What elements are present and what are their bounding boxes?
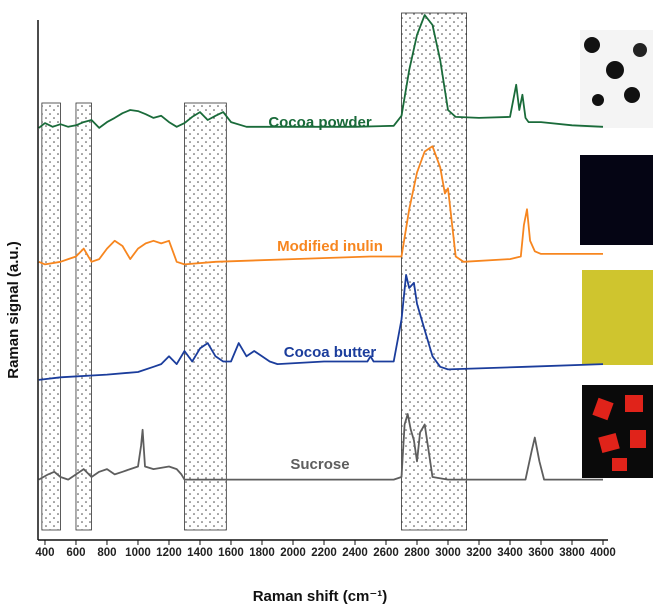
x-tick-label: 2800 xyxy=(404,547,430,559)
x-tick-label: 1600 xyxy=(218,547,244,559)
micrograph xyxy=(582,270,653,365)
x-tick-label: 2400 xyxy=(342,547,368,559)
x-tick-label: 600 xyxy=(66,547,85,559)
x-tick-label: 2200 xyxy=(311,547,337,559)
spectrum-line xyxy=(38,413,603,481)
x-tick-label: 3200 xyxy=(466,547,492,559)
spectrum-line xyxy=(38,145,603,266)
x-tick-label: 3400 xyxy=(497,547,523,559)
regions xyxy=(41,12,467,531)
spectrum-line xyxy=(38,274,604,381)
y-axis-title: Raman signal (a.u.) xyxy=(5,241,22,379)
series-label: Modified inulin xyxy=(277,238,383,255)
series-label: Sucrose xyxy=(290,456,349,473)
micrograph xyxy=(580,155,653,245)
highlight-region xyxy=(184,102,227,531)
x-tick-label: 1800 xyxy=(249,547,275,559)
series-label: Cocoa powder xyxy=(268,114,372,131)
highlight-region xyxy=(401,12,467,531)
x-tick-label: 1000 xyxy=(125,547,151,559)
highlight-region xyxy=(41,102,61,531)
x-tick-label: 800 xyxy=(97,547,116,559)
x-tick-label: 400 xyxy=(35,547,54,559)
x-tick-label: 4000 xyxy=(590,547,616,559)
micrographs xyxy=(580,30,653,478)
highlight-region xyxy=(75,102,92,531)
x-tick-label: 3600 xyxy=(528,547,554,559)
series-label: Cocoa butter xyxy=(284,344,377,361)
x-tick-label: 2000 xyxy=(280,547,306,559)
x-tick-label: 1200 xyxy=(156,547,182,559)
x-tick-label: 1400 xyxy=(187,547,213,559)
x-tick-label: 2600 xyxy=(373,547,399,559)
x-axis-title: Raman shift (cm⁻¹) xyxy=(253,588,388,605)
x-tick-label: 3800 xyxy=(559,547,585,559)
spectrum-line xyxy=(38,14,604,129)
plot-area: Cocoa powder Modified inulin Cocoa butter S… xyxy=(38,14,604,481)
x-tick-label: 3000 xyxy=(435,547,461,559)
